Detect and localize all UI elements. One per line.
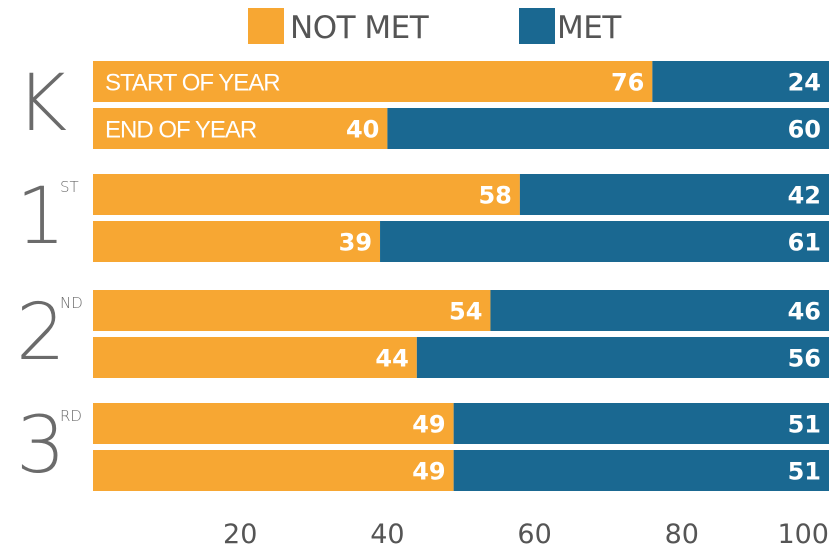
x-tick-label: 60 — [517, 519, 551, 550]
grade-number: K — [16, 59, 68, 149]
bar-met — [519, 174, 829, 215]
bar-met — [387, 108, 829, 149]
bar-not-met — [93, 450, 454, 491]
data-label-not-met: 40 — [346, 116, 379, 144]
data-label-met: 60 — [788, 116, 821, 144]
bar-met — [490, 290, 829, 331]
legend-swatch-not-met — [248, 8, 284, 44]
data-label-met: 56 — [788, 345, 821, 373]
bar-not-met — [93, 221, 381, 262]
data-label-met: 61 — [788, 229, 821, 257]
data-label-met: 51 — [788, 411, 821, 439]
row-label: END OF YEAR — [105, 117, 257, 144]
grade-number: 3 — [16, 401, 66, 491]
data-label-met: 46 — [788, 298, 821, 326]
data-label-not-met: 49 — [412, 411, 445, 439]
bar-not-met — [93, 403, 454, 444]
grade-suffix: ND — [60, 294, 83, 312]
bar-met — [453, 450, 829, 491]
grade-suffix: RD — [60, 407, 82, 425]
row-label: START OF YEAR — [105, 70, 280, 97]
data-label-not-met: 44 — [375, 345, 408, 373]
data-label-not-met: 39 — [339, 229, 372, 257]
bar-met — [380, 221, 829, 262]
grade-label: 2 ND — [16, 294, 83, 372]
x-tick-label: 100 — [777, 519, 829, 550]
bar-not-met — [93, 337, 417, 378]
bar-not-met — [93, 61, 653, 102]
legend-label-met: MET — [557, 10, 621, 46]
grade-label: 3 RD — [16, 407, 82, 485]
bar-not-met — [93, 108, 388, 149]
data-label-not-met: 49 — [412, 458, 445, 486]
data-label-met: 51 — [788, 458, 821, 486]
bar-not-met — [93, 290, 491, 331]
bar-not-met — [93, 174, 520, 215]
data-label-met: 24 — [788, 69, 821, 97]
grade-label: K — [16, 65, 67, 143]
bar-met — [453, 403, 829, 444]
bar-met — [652, 61, 829, 102]
data-label-not-met: 76 — [611, 69, 644, 97]
grade-number: 2 — [16, 288, 66, 378]
x-tick-label: 20 — [223, 519, 257, 550]
x-tick-label: 80 — [665, 519, 699, 550]
bar-met — [416, 337, 829, 378]
grade-label: 1 ST — [16, 178, 79, 256]
legend-label-not-met: NOT MET — [290, 10, 429, 46]
data-label-not-met: 54 — [449, 298, 482, 326]
legend-swatch-met — [519, 8, 555, 44]
x-tick-label: 40 — [370, 519, 404, 550]
data-label-met: 42 — [788, 182, 821, 210]
grade-number: 1 — [16, 172, 66, 262]
data-label-not-met: 58 — [478, 182, 511, 210]
grade-suffix: ST — [60, 178, 79, 196]
